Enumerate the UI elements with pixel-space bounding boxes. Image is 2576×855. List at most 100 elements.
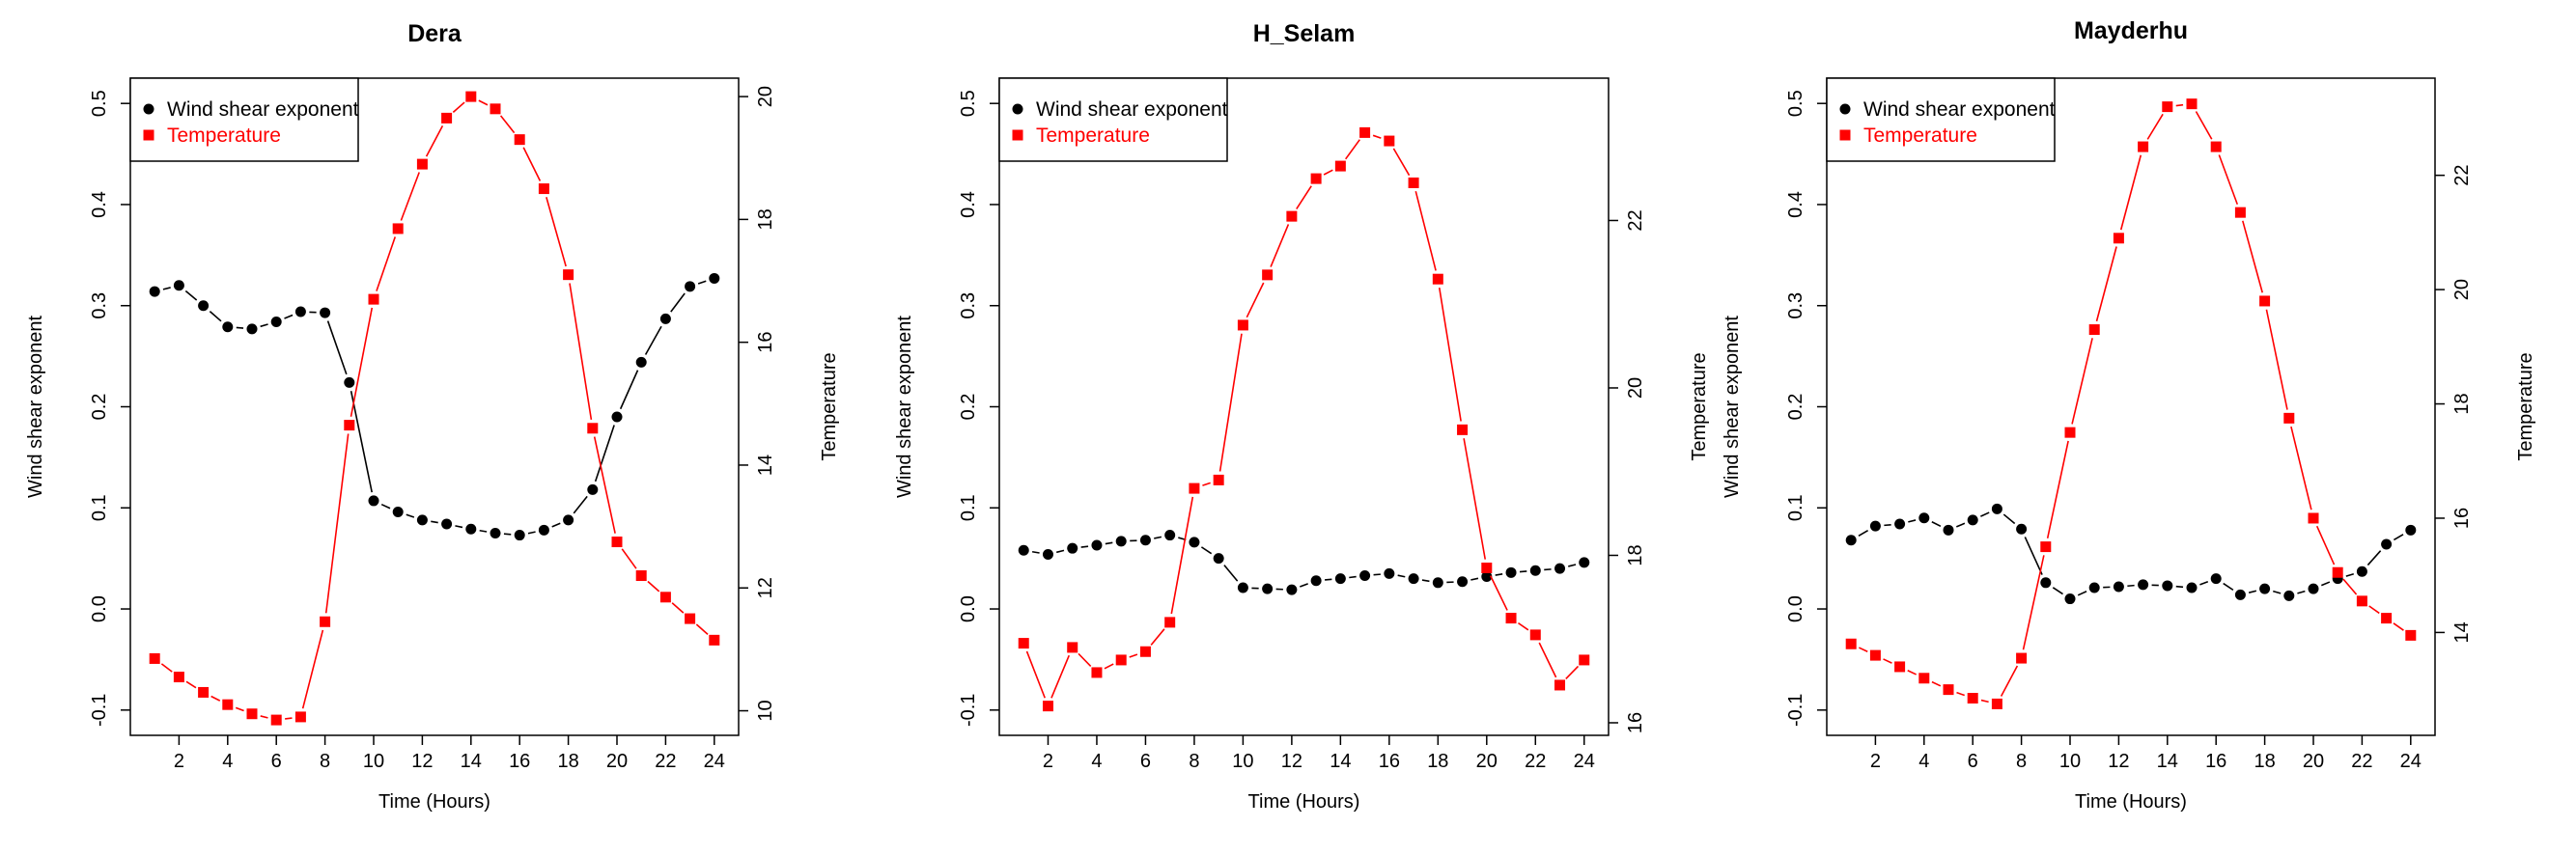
series-segment — [400, 172, 420, 221]
shear-point — [514, 530, 525, 541]
y2-tick-label: 20 — [1625, 377, 1646, 399]
x-tick-label: 24 — [1574, 751, 1595, 772]
series-segment — [1397, 574, 1406, 578]
temperature-point — [685, 613, 696, 624]
series-segment — [1490, 575, 1508, 611]
legend-temperature-marker — [1012, 129, 1023, 141]
series-segment — [546, 197, 567, 267]
shear-point — [2234, 589, 2246, 600]
temperature-point — [1481, 562, 1493, 573]
series-segment — [499, 115, 516, 134]
shear-point — [1213, 553, 1224, 565]
series-segment — [594, 425, 615, 483]
legend-box — [129, 77, 359, 162]
series-segment — [1323, 169, 1333, 176]
shear-point — [2186, 582, 2198, 593]
legend-shear-marker — [143, 103, 154, 115]
y-tick-label: 0.1 — [1785, 494, 1806, 521]
temperature-point — [222, 699, 234, 710]
temperature-point — [1457, 424, 1469, 435]
series-segment — [478, 99, 489, 106]
x-tick-label: 14 — [2157, 751, 2178, 772]
y2-axis-label: Temperature — [2515, 352, 2536, 460]
y-tick-label: 0.2 — [958, 394, 979, 421]
series-segment — [1154, 536, 1162, 539]
temperature-point — [1164, 617, 1176, 628]
shear-point — [1237, 582, 1248, 593]
temperature-point — [1845, 638, 1857, 649]
series-segment — [1373, 573, 1381, 576]
temperature-point — [1042, 701, 1053, 712]
temperature-point — [1310, 173, 1322, 184]
series-segment — [2175, 585, 2184, 589]
temperature-point — [2113, 233, 2124, 244]
y2-tick-label: 22 — [1625, 209, 1646, 231]
shear-point — [2308, 583, 2319, 594]
temperature-point — [465, 91, 477, 102]
series-segment — [695, 623, 709, 635]
y2-tick-label: 22 — [2451, 165, 2473, 186]
y2-tick-label: 14 — [755, 455, 776, 476]
series-segment — [2127, 584, 2135, 588]
temperature-point — [611, 537, 623, 548]
series-segment — [260, 715, 268, 719]
shear-point — [2283, 590, 2295, 601]
shear-point — [1481, 571, 1493, 583]
temperature-series — [1018, 126, 1590, 712]
y-tick-label: 0.3 — [1785, 292, 1806, 319]
legend-temperature-marker — [143, 129, 154, 141]
shear-point — [320, 307, 331, 318]
series-segment — [527, 531, 536, 535]
series-segment — [1345, 139, 1360, 160]
series-segment — [284, 314, 294, 319]
y2-tick-label: 10 — [755, 700, 776, 721]
series-segment — [1565, 665, 1580, 680]
x-tick-label: 24 — [2400, 751, 2422, 772]
series-segment — [1538, 642, 1557, 678]
series-segment — [162, 287, 171, 290]
series-segment — [236, 326, 244, 329]
shear-point — [1286, 584, 1298, 595]
series-segment — [2345, 573, 2354, 577]
series-segment — [1170, 496, 1194, 615]
shear-point — [1432, 577, 1443, 589]
temperature-point — [1213, 474, 1224, 485]
shear-point — [1091, 539, 1103, 551]
shear-point — [1189, 537, 1200, 548]
series-segment — [1223, 565, 1239, 582]
series-segment — [2024, 537, 2043, 575]
x-tick-label: 12 — [411, 751, 433, 772]
series-segment — [2000, 665, 2019, 697]
series-segment — [2368, 605, 2380, 615]
shear-point — [2259, 583, 2271, 594]
chart-title: Mayderhu — [2074, 17, 2188, 44]
shear-point — [1310, 575, 1322, 587]
temperature-point — [1505, 613, 1517, 624]
series-segment — [1495, 573, 1503, 576]
x-axis-label: Time (Hours) — [1248, 791, 1360, 813]
x-tick-label: 12 — [2108, 751, 2129, 772]
series-segment — [160, 663, 173, 673]
temperature-point — [1432, 273, 1443, 285]
x-tick-label: 24 — [704, 751, 725, 772]
legend-box — [998, 77, 1228, 162]
y2-tick-label: 16 — [1625, 712, 1646, 733]
legend: Wind shear exponent Temperature — [998, 77, 1228, 162]
x-tick-label: 22 — [655, 751, 676, 772]
shear-point — [1408, 573, 1419, 585]
series-segment — [1859, 647, 1868, 652]
plot-frame — [1826, 77, 2436, 736]
x-tick-label: 18 — [1427, 751, 1448, 772]
series-segment — [2199, 581, 2209, 586]
series-segment — [2321, 581, 2331, 587]
series-segment — [1031, 550, 1040, 554]
series-segment — [1218, 333, 1243, 472]
shear-point — [1505, 566, 1517, 578]
shear-point — [1943, 524, 1954, 536]
shear-point — [2138, 579, 2149, 591]
temperature-series — [149, 91, 720, 726]
shear-point — [1067, 542, 1078, 554]
x-tick-label: 18 — [557, 751, 578, 772]
shear-point — [1869, 520, 1881, 532]
